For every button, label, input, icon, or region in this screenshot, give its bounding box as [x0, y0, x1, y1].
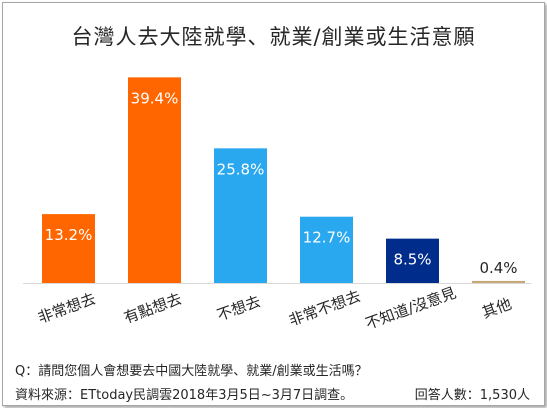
- bar-chart: 13.2% 非常想去 39.4% 有點想去 25.8% 不想去 12.7% 非常不想去 8.5%…: [23, 77, 531, 333]
- bar-0: [42, 214, 95, 283]
- category-label-2: 不想去: [215, 292, 263, 324]
- bar-4: [386, 238, 439, 283]
- bar-5: [472, 280, 525, 283]
- chart-title: 台灣人去大陸就學、就業/創業或生活意願: [71, 25, 476, 49]
- category-label-3: 非常不想去: [286, 287, 363, 330]
- bar-3: [300, 216, 353, 283]
- value-label-1: 39.4%: [131, 89, 179, 107]
- category-label-0: 非常想去: [36, 290, 99, 327]
- value-label-4: 8.5%: [393, 251, 431, 269]
- category-label-5: 其他: [480, 295, 514, 322]
- value-label-2: 25.8%: [217, 160, 265, 178]
- respondent-count: 回答人數：1,530人: [414, 388, 530, 403]
- bar-1: [128, 77, 181, 283]
- value-label-0: 13.2%: [45, 226, 93, 244]
- bar-2: [214, 148, 267, 283]
- data-source: 資料來源：ETtoday民調雲2018年3月5日~3月7日調查。: [15, 388, 354, 403]
- value-label-5: 0.4%: [479, 259, 517, 277]
- category-label-1: 有點想去: [122, 290, 185, 327]
- value-label-3: 12.7%: [303, 229, 351, 247]
- category-label-4: 不知道/沒意見: [363, 284, 458, 333]
- survey-question: Q：請問您個人會想要去中國大陸就學、就業/創業或生活嗎？: [15, 364, 368, 379]
